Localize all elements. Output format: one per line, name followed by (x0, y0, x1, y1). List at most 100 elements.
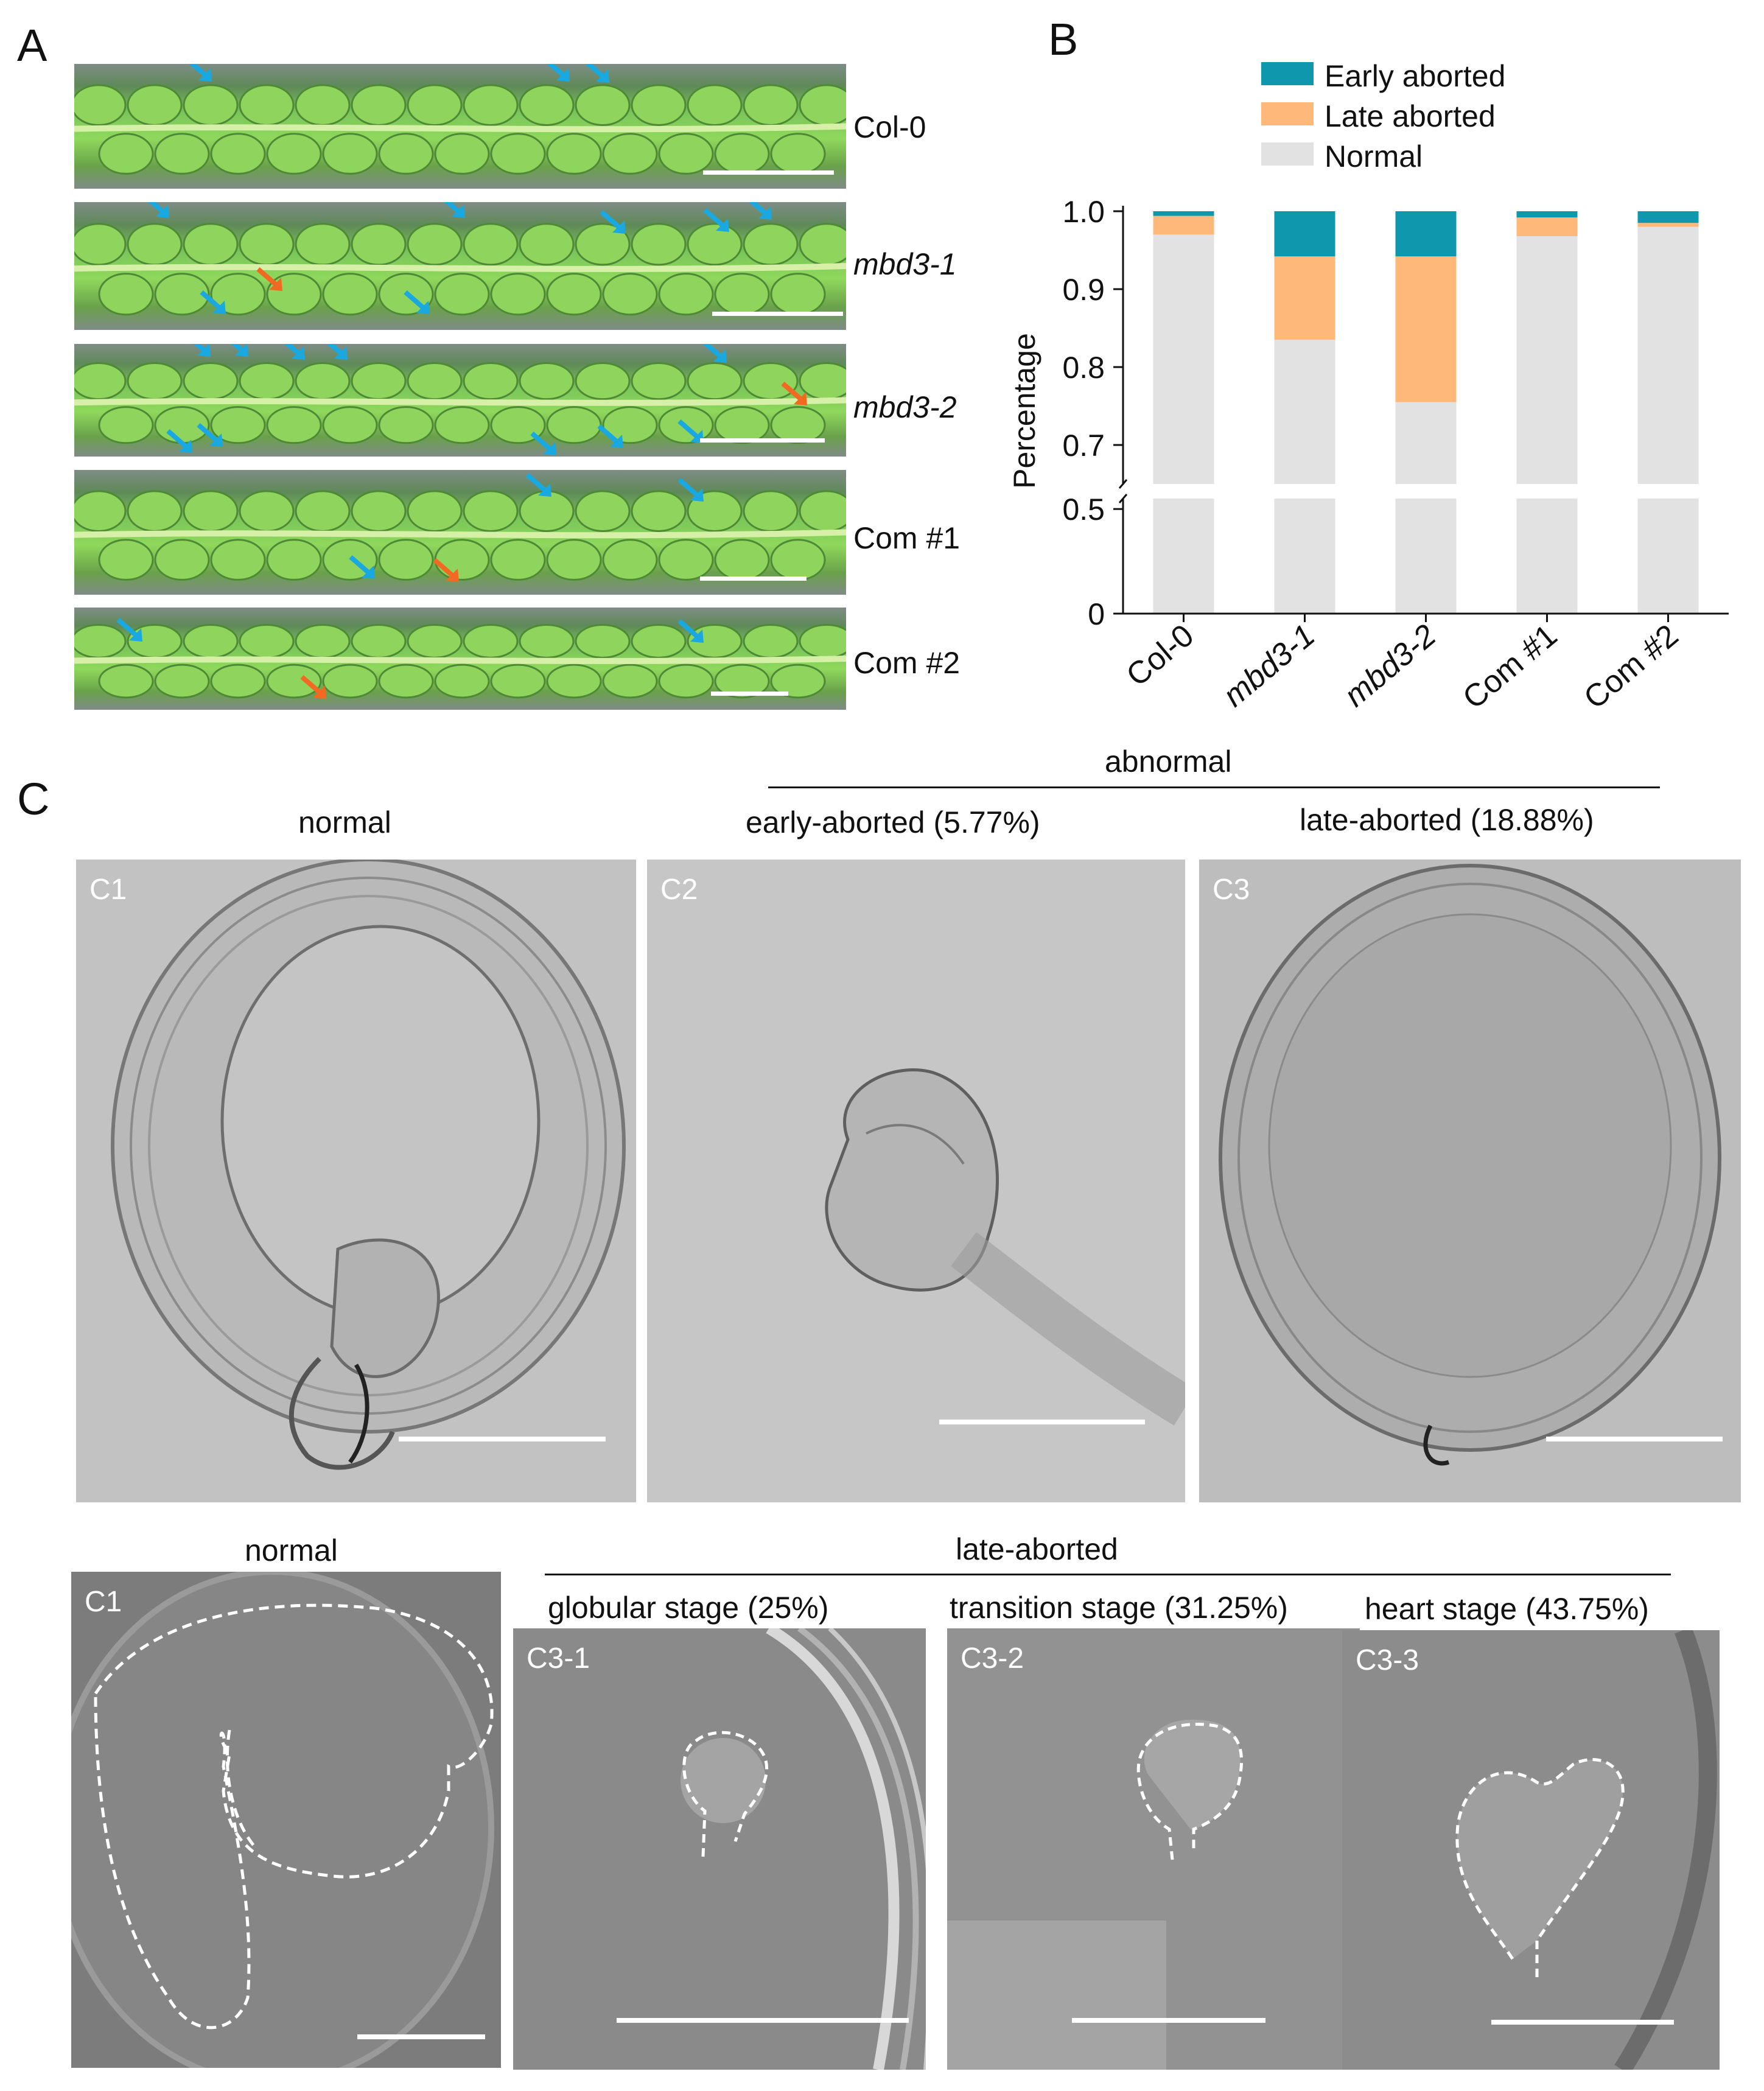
legend-swatch (1261, 62, 1314, 85)
bar-segment-early-aborted (1395, 211, 1457, 257)
embryo-drawing-c3-1 (681, 1628, 926, 2070)
late-aborted-arrow-icon (256, 267, 282, 291)
silique-row-label: mbd3-1 (853, 247, 957, 281)
early-aborted-arrow-icon (597, 424, 623, 448)
early-aborted-arrow-icon (284, 344, 305, 360)
late-aborted-arrow-icon (300, 674, 326, 699)
c3-3-tag: C3-3 (1356, 1644, 1419, 1676)
bar-segment-early-aborted (1516, 211, 1578, 218)
bar-segment-early-aborted (1637, 211, 1699, 223)
legend-label: Late aborted (1325, 99, 1496, 133)
silique-drawing (74, 617, 846, 699)
bar-segment-normal (1516, 499, 1578, 614)
scale-bar (399, 1437, 606, 1441)
seed-drawing-c1 (111, 860, 626, 1470)
late-aborted-bracket-line (545, 1574, 1671, 1575)
bar-segment-late-aborted (1274, 256, 1335, 340)
scale-bar (1491, 2020, 1674, 2025)
legend-label: Early aborted (1325, 59, 1505, 93)
bar-segment-normal (1274, 340, 1335, 484)
silique-row-label: mbd3-2 (853, 390, 957, 424)
silique-image-5 (74, 608, 846, 710)
panel-b-letter: B (1048, 14, 1079, 65)
scale-bar (700, 576, 807, 581)
early-aborted-arrow-icon (546, 64, 570, 82)
early-aborted-arrow-icon (116, 617, 142, 642)
early-aborted-arrow-icon (677, 477, 704, 502)
silique-row-label: Col-0 (853, 110, 926, 144)
y-axis-label: Percentage (1007, 333, 1041, 489)
late-aborted-arrow-icon (781, 381, 807, 405)
bar-segment-late-aborted (1637, 223, 1699, 227)
silique-drawing (74, 472, 846, 582)
c3-1-title: globular stage (25%) (548, 1591, 829, 1625)
micrograph-c3-1-globular: C3-1 (513, 1628, 926, 2070)
bar-segment-late-aborted (1153, 215, 1214, 235)
silique-row-label: Com #2 (853, 646, 961, 680)
silique-drawing (74, 202, 846, 316)
late-aborted-arrow-icon (433, 558, 459, 582)
early-aborted-arrow-icon (677, 618, 704, 643)
legend-swatch (1261, 102, 1314, 125)
y-tick-label: 0.5 (1062, 492, 1105, 527)
y-tick-label: 0 (1088, 597, 1105, 631)
seed-drawing-c2 (825, 1068, 1185, 1426)
legend-label: Normal (1325, 139, 1423, 173)
late-aborted-label: late-aborted (956, 1532, 1118, 1566)
silique-drawing (74, 344, 846, 455)
early-aborted-arrow-icon (703, 208, 729, 232)
c2-top-tag: C2 (660, 874, 698, 906)
scale-bar (939, 1420, 1145, 1424)
c3-top-tag: C3 (1213, 874, 1250, 906)
early-aborted-arrow-icon (193, 344, 211, 357)
bar-segment-normal (1395, 402, 1457, 484)
silique-image-4 (74, 470, 846, 595)
abnormal-bracket-line (768, 786, 1660, 788)
silique-drawing (74, 64, 846, 175)
bar-segment-normal (1395, 499, 1457, 614)
scale-bar (711, 692, 788, 696)
c3-2-tag: C3-2 (961, 1642, 1024, 1675)
c3-1-tag: C3-1 (527, 1642, 590, 1675)
micrograph-c3-late-aborted: C3 (1199, 860, 1741, 1502)
micrograph-c2-early-aborted: C2 (647, 860, 1185, 1502)
early-aborted-arrow-icon (166, 429, 192, 453)
axis-break-mark (1118, 494, 1128, 503)
bar-segment-early-aborted (1153, 211, 1214, 216)
bar-segment-early-aborted (1274, 211, 1335, 257)
bar-segment-normal (1153, 234, 1214, 484)
early-aborted-arrow-icon (444, 202, 465, 218)
silique-image-2 (74, 202, 846, 330)
early-aborted-arrow-icon (349, 555, 375, 579)
silique-row-label: Com #1 (853, 521, 961, 555)
early-aborted-arrow-icon (600, 209, 626, 234)
c1-bottom-tag: C1 (85, 1586, 122, 1618)
early-aborted-arrow-icon (148, 202, 169, 218)
early-aborted-arrow-icon (525, 472, 551, 497)
bar-segment-late-aborted (1395, 256, 1457, 402)
silique-image-1 (74, 64, 846, 189)
early-aborted-arrow-icon (188, 64, 212, 82)
early-aborted-arrow-icon (326, 344, 348, 360)
scale-bar (1546, 1437, 1723, 1441)
panel-c-letter: C (17, 774, 50, 824)
bar-segment-normal (1637, 226, 1699, 484)
embryo-drawing-c3-2 (947, 1720, 1244, 2070)
x-tick-label: Com #2 (1577, 618, 1685, 716)
scale-bar (617, 2018, 909, 2023)
panel-a-letter: A (17, 20, 47, 71)
axis-break-mark (1118, 479, 1128, 489)
y-tick-label: 0.9 (1062, 273, 1105, 307)
embryo-drawing-c3-3 (1455, 1630, 1717, 2070)
bar-segment-normal (1274, 499, 1335, 614)
bar-segment-normal (1516, 236, 1578, 484)
early-aborted-arrow-icon (748, 202, 772, 220)
x-tick-label: Col-0 (1120, 618, 1200, 693)
bar-segment-normal (1153, 499, 1214, 614)
early-aborted-arrow-icon (200, 290, 226, 314)
x-tick-label: mbd3-2 (1338, 618, 1443, 714)
silique-image-3 (74, 344, 846, 457)
scale-bar (357, 2034, 485, 2039)
c3-top-title: late-aborted (18.88%) (1300, 803, 1594, 837)
c1-bottom-title: normal (245, 1533, 338, 1567)
